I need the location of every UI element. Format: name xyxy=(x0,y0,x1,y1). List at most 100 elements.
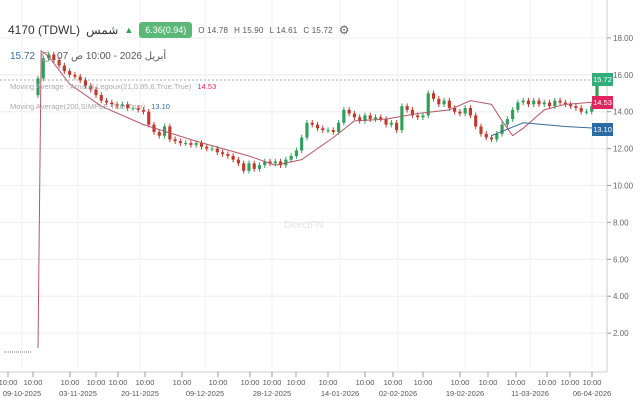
candle-body xyxy=(189,143,193,145)
candle-body xyxy=(505,119,509,125)
candle-body xyxy=(263,161,267,166)
candle-body xyxy=(547,102,552,107)
candle-body xyxy=(284,159,288,166)
y-tick-label: 2.00 xyxy=(613,329,629,338)
candle-body xyxy=(247,163,251,171)
price-tag-alma: 14.53 xyxy=(592,96,613,109)
candle-body xyxy=(210,148,214,150)
x-time-label: 10:00 xyxy=(451,378,470,387)
candle-body xyxy=(136,108,140,110)
candle-body xyxy=(305,122,309,138)
candle-body xyxy=(453,108,457,112)
candle-body xyxy=(52,54,56,61)
triangle-up-icon: ▲ xyxy=(124,25,134,35)
candle-body xyxy=(389,122,393,125)
x-time-label: 10:00 xyxy=(109,378,128,387)
candle-body xyxy=(315,124,320,129)
x-date-label: 14-01-2026 xyxy=(321,389,359,398)
candle-body xyxy=(384,119,388,125)
candle-body xyxy=(115,104,119,107)
candle-body xyxy=(516,102,520,110)
candle-body xyxy=(468,108,473,116)
candle-body xyxy=(463,108,467,114)
candle-body xyxy=(279,161,283,166)
candle-body xyxy=(310,122,314,125)
x-time-label: 10:00 xyxy=(287,378,306,387)
candle-body xyxy=(437,98,441,105)
x-date-label: 03-11-2025 xyxy=(59,389,97,398)
candle-body xyxy=(590,106,594,112)
candle-body xyxy=(68,71,72,75)
legend-value: 14.53 xyxy=(197,82,217,91)
x-time-label: 10:00 xyxy=(24,378,43,387)
gear-icon[interactable]: ⚙ xyxy=(338,23,350,37)
candle-body xyxy=(268,161,272,164)
candle-body xyxy=(342,109,346,123)
x-time-label: 10:00 xyxy=(0,378,17,387)
candle-body xyxy=(352,113,356,118)
candle-body xyxy=(331,130,335,132)
candle-body xyxy=(273,161,277,164)
y-tick-label: 6.00 xyxy=(613,255,629,264)
x-time-label: 10:00 xyxy=(479,378,498,387)
candle-body xyxy=(416,115,420,118)
x-time-label: 10:00 xyxy=(384,378,403,387)
x-time-label: 10:00 xyxy=(507,378,526,387)
sma-line xyxy=(491,122,598,137)
candle-body xyxy=(231,155,235,160)
price-tag-sma: 13.10 xyxy=(592,123,613,136)
candle-body xyxy=(431,93,436,99)
y-tick-label: 10.00 xyxy=(613,182,634,191)
high-value: H 15.90 xyxy=(234,25,264,35)
x-time-label: 10:00 xyxy=(209,378,228,387)
candle-body xyxy=(558,100,562,103)
candle-body xyxy=(553,100,557,107)
close-value: C 15.72 xyxy=(303,25,333,35)
candle-body xyxy=(57,60,61,66)
candle-body xyxy=(532,100,536,105)
symbol-label: 4170 (TDWL) xyxy=(8,23,81,37)
candle-body xyxy=(36,78,40,96)
candle-body xyxy=(99,95,103,101)
change-badge: 6.36(0.94) xyxy=(139,22,193,38)
watermark: DirectFN xyxy=(284,220,324,231)
x-date-label: 19-02-2026 xyxy=(446,389,484,398)
crosshair-price: 15.72 xyxy=(10,51,36,62)
candle-body xyxy=(173,139,177,142)
y-tick-label: 4.00 xyxy=(613,292,629,301)
legend-sma[interactable]: Moving Average(200,SIMPLE,True,True) 13.1… xyxy=(10,102,170,111)
candle-body xyxy=(83,80,88,86)
x-time-label: 10:00 xyxy=(263,378,282,387)
legend-alma[interactable]: Moving Average - Arnaud Legoux(21,0.85,6… xyxy=(10,82,216,91)
x-time-label: 10:00 xyxy=(173,378,192,387)
candle-body xyxy=(421,115,425,118)
candle-body xyxy=(104,100,109,103)
candle-body xyxy=(495,133,499,140)
candle-body xyxy=(574,106,578,109)
candle-body xyxy=(226,154,230,156)
crosshair-info: 15.72 07 أبريل 2026 - 10:00 ص xyxy=(10,51,166,62)
candle-body xyxy=(120,104,124,107)
x-time-label: 10:00 xyxy=(583,378,602,387)
candle-body xyxy=(479,126,483,134)
x-date-label: 06-04-2026 xyxy=(573,389,611,398)
x-time-label: 10:00 xyxy=(136,378,155,387)
candle-body xyxy=(542,102,546,105)
candle-body xyxy=(410,109,414,116)
y-tick-label: 14.00 xyxy=(613,108,634,117)
open-value: O 14.78 xyxy=(198,25,229,35)
x-date-label: 20-11-2025 xyxy=(121,389,159,398)
candle-body xyxy=(110,102,114,105)
crosshair-datetime: 07 أبريل 2026 - 10:00 ص xyxy=(57,51,167,62)
candle-body xyxy=(94,89,98,96)
price-tag-last: 15.72 xyxy=(592,73,613,86)
legend-value: 13.10 xyxy=(151,102,170,111)
candle-body xyxy=(141,109,146,112)
alma-line xyxy=(37,49,598,348)
candle-body xyxy=(157,131,161,136)
candle-body xyxy=(500,124,504,134)
candle-body xyxy=(236,159,240,164)
y-tick-label: 12.00 xyxy=(613,145,634,154)
candle-body xyxy=(78,76,82,81)
